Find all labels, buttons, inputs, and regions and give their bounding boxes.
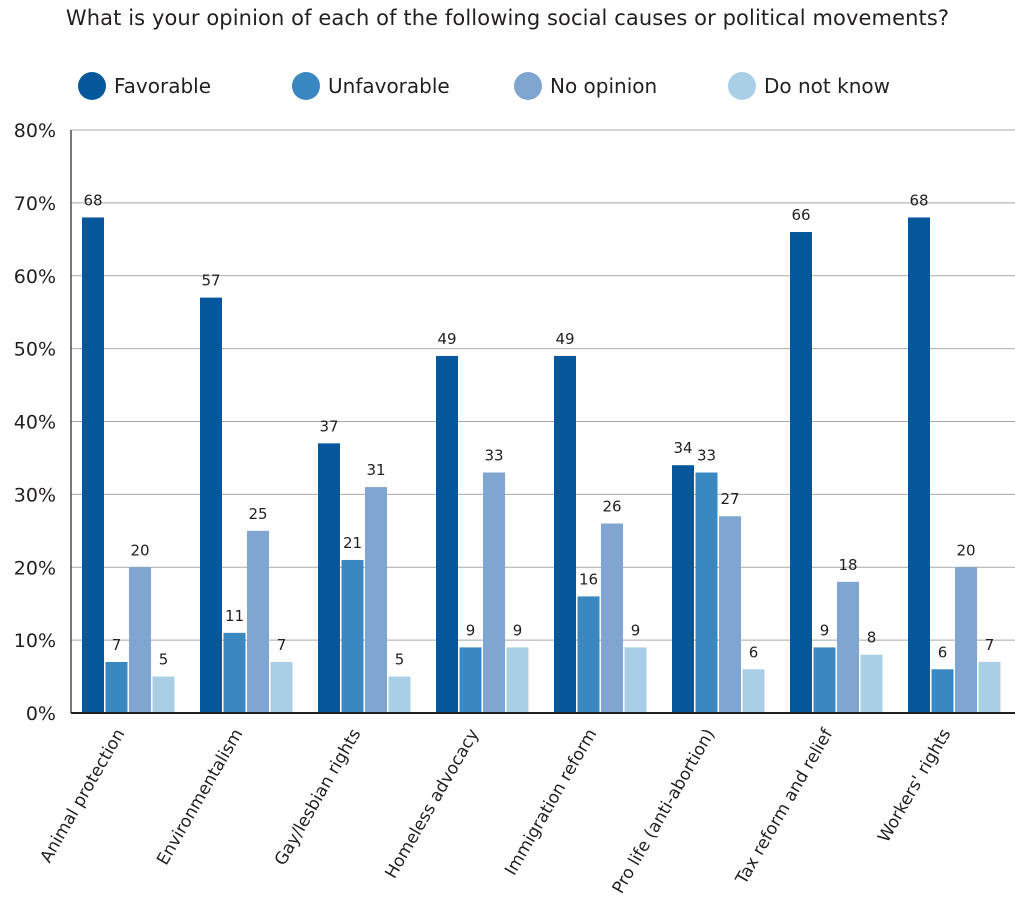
data-label: 68 — [83, 191, 102, 209]
bar — [672, 465, 694, 713]
bar — [247, 530, 269, 713]
x-tick-label: Homeless advocacy — [381, 726, 483, 883]
bar — [82, 217, 104, 713]
data-label: 5 — [159, 651, 169, 669]
x-tick-label: Gay/lesbian rights — [271, 725, 366, 869]
data-label: 7 — [112, 636, 122, 654]
legend-label-unfavorable: Unfavorable — [328, 74, 450, 98]
legend-label-favorable: Favorable — [114, 74, 212, 98]
legend-item-favorable: Favorable — [78, 70, 211, 102]
data-label: 57 — [201, 272, 220, 290]
legend-swatch-no-opinion — [514, 72, 542, 100]
y-tick-label: 10% — [14, 630, 56, 652]
bar — [837, 581, 859, 713]
data-label: 11 — [225, 607, 244, 625]
data-label: 6 — [749, 643, 759, 661]
bar — [483, 472, 505, 713]
bar — [742, 669, 765, 713]
x-tick-label: Pro life (anti-abortion) — [609, 726, 720, 898]
legend-item-unfavorable: Unfavorable — [292, 70, 450, 102]
bar — [223, 632, 246, 713]
bar — [365, 487, 387, 713]
y-tick-label: 50% — [14, 339, 56, 361]
data-label: 5 — [395, 651, 405, 669]
legend-label-do-not-know: Do not know — [764, 74, 890, 98]
y-tick-label: 80% — [14, 120, 56, 142]
data-label: 6 — [938, 643, 948, 661]
bar — [554, 355, 576, 713]
data-label: 49 — [555, 330, 574, 348]
data-label: 27 — [720, 490, 739, 508]
y-tick-label: 30% — [14, 484, 56, 506]
bar — [200, 297, 222, 713]
bar — [577, 596, 600, 713]
data-label: 26 — [602, 498, 621, 516]
data-label: 9 — [466, 621, 476, 639]
legend-swatch-unfavorable — [292, 72, 320, 100]
data-label: 25 — [248, 505, 267, 523]
y-tick-label: 0% — [26, 703, 56, 725]
bar — [341, 559, 364, 713]
bar — [436, 355, 458, 713]
data-label: 9 — [820, 621, 830, 639]
bar — [931, 669, 954, 713]
bar — [318, 443, 340, 713]
data-label: 8 — [867, 629, 877, 647]
data-label: 9 — [513, 621, 523, 639]
bar — [152, 676, 175, 713]
x-tick-label: Environmentalism — [153, 726, 247, 869]
data-label: 33 — [484, 447, 503, 465]
data-label: 20 — [956, 541, 975, 559]
data-label: 68 — [909, 191, 928, 209]
bar — [601, 523, 623, 713]
chart-title: What is your opinion of each of the foll… — [65, 6, 950, 30]
legend-item-do-not-know: Do not know — [728, 70, 890, 102]
legend-item-no-opinion: No opinion — [514, 70, 657, 102]
data-label: 9 — [631, 621, 641, 639]
bar — [860, 654, 883, 713]
data-label: 16 — [579, 570, 598, 588]
y-tick-label: 20% — [14, 557, 56, 579]
bar — [719, 516, 741, 713]
legend-label-no-opinion: No opinion — [550, 74, 658, 98]
data-label: 18 — [838, 556, 857, 574]
data-label: 37 — [319, 417, 338, 435]
bar — [790, 232, 812, 713]
data-label: 33 — [697, 447, 716, 465]
bar — [105, 661, 128, 713]
data-label: 34 — [673, 439, 692, 457]
bar — [459, 647, 482, 713]
x-tick-label: Tax reform and relief — [732, 725, 838, 889]
data-label: 49 — [437, 330, 456, 348]
bar — [506, 647, 529, 713]
bar — [955, 567, 977, 713]
bar — [270, 661, 293, 713]
y-tick-label: 40% — [14, 412, 56, 434]
x-tick-label: Workers' rights — [874, 725, 955, 846]
bar — [129, 567, 151, 713]
bar — [624, 647, 647, 713]
y-tick-label: 60% — [14, 266, 56, 288]
bar — [695, 472, 718, 713]
data-label: 7 — [277, 636, 287, 654]
legend-swatch-do-not-know — [728, 72, 756, 100]
data-label: 66 — [791, 206, 810, 224]
data-label: 21 — [343, 534, 362, 552]
bar — [388, 676, 411, 713]
bar — [978, 661, 1001, 713]
data-label: 7 — [985, 636, 995, 654]
bar — [813, 647, 836, 713]
y-tick-label: 70% — [14, 193, 56, 215]
bar — [908, 217, 930, 713]
x-tick-label: Immigration reform — [501, 726, 601, 880]
x-tick-label: Animal protection — [36, 726, 129, 867]
data-label: 20 — [130, 541, 149, 559]
data-label: 31 — [366, 461, 385, 479]
legend-swatch-favorable — [78, 72, 106, 100]
